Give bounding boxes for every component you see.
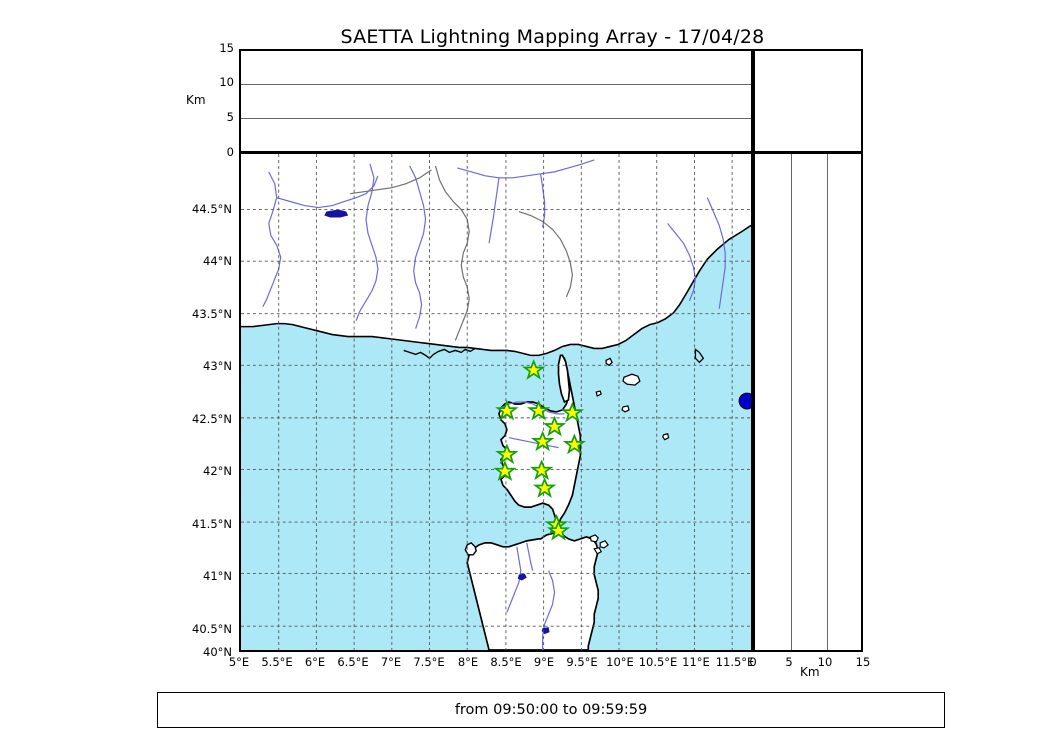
tick-lon-7: 7°E (380, 655, 402, 669)
axis-label-altitude-right: Km (800, 665, 820, 679)
lma-station-marker (495, 399, 519, 421)
landmass-capraia (605, 357, 613, 367)
landmass-sardinia (466, 532, 600, 650)
tick-lat-41: 41°N (203, 569, 232, 583)
tick-right-km-10: 10 (817, 655, 833, 669)
tick-altitude-5: 5 (226, 110, 234, 124)
lightning-source-marker (738, 392, 751, 410)
tick-lon-8-5: 8.5°E (490, 655, 522, 669)
lma-station-markers (493, 359, 587, 541)
border-france-switzerland (350, 169, 432, 195)
river-po-tributary-a (488, 177, 500, 244)
tick-lon-10-5: 10.5°E (638, 655, 678, 669)
river-arno (667, 223, 697, 302)
river-var (409, 165, 427, 329)
landmass-elba (622, 373, 641, 386)
river-sardinia-flumendosa (542, 570, 556, 650)
coastline-sardinia-northwest (464, 542, 477, 556)
lma-station-marker (526, 399, 551, 421)
tick-lon-5-5: 5.5°E (261, 655, 293, 669)
lake-omodeo (517, 573, 527, 581)
river-po (457, 159, 595, 179)
tick-lat-44-5: 44.5°N (192, 202, 232, 216)
river-durance (276, 175, 379, 209)
tick-lon-11: 11°E (682, 655, 710, 669)
tick-lon-10: 10°E (606, 655, 634, 669)
panel-map[interactable] (239, 152, 753, 652)
tick-lat-40: 40°N (203, 645, 232, 659)
river-saone-branch (355, 163, 379, 321)
lma-station-marker (522, 359, 546, 380)
coastline-continental-europe (241, 224, 751, 357)
tick-lon-7-5: 7.5°E (413, 655, 445, 669)
gridline-altitude-10 (241, 84, 751, 85)
gridline-km-5 (791, 154, 792, 650)
status-bar: from 09:50:00 to 09:59:59 (157, 692, 945, 728)
lma-station-marker (546, 519, 571, 541)
rivers-layer (262, 159, 726, 650)
gridline-altitude-5 (241, 118, 751, 119)
lma-station-marker (529, 459, 554, 481)
tick-altitude-0: 0 (226, 145, 234, 159)
tick-lon-6: 6°E (304, 655, 326, 669)
lightning-source-markers (738, 392, 751, 410)
tick-lat-40-5: 40.5°N (192, 622, 232, 636)
panel-altitude-vs-longitude[interactable] (239, 49, 753, 153)
landmass-giglio (662, 433, 670, 441)
river-sardinia-coghinas (526, 542, 534, 571)
river-tiber-north (706, 197, 726, 309)
river-corsica-tavignano (508, 437, 559, 449)
lma-station-marker (493, 460, 517, 482)
tick-lat-44: 44°N (203, 254, 232, 268)
lma-station-marker (532, 477, 557, 498)
tick-lon-5: 5°E (228, 655, 250, 669)
tick-altitude-15: 15 (219, 41, 234, 55)
tick-altitude-10: 10 (219, 75, 234, 89)
tick-right-km-0: 0 (749, 655, 757, 669)
time-range-text: from 09:50:00 to 09:59:59 (454, 702, 648, 718)
panel-latitude-vs-altitude[interactable] (753, 152, 863, 652)
tick-lat-42: 42°N (203, 464, 232, 478)
tick-lon-9: 9°E (533, 655, 555, 669)
border-france-italy (434, 165, 470, 341)
landmass-maddalena-islets (589, 534, 609, 555)
landmass-montecristo (621, 405, 630, 413)
tick-lon-11-5: 11.5°E (715, 655, 755, 669)
panel-corner[interactable] (753, 49, 863, 153)
lma-station-marker (542, 415, 567, 437)
river-sardinia-tirso (506, 546, 522, 613)
tick-lat-43: 43°N (203, 359, 232, 373)
tick-lon-6-5: 6.5°E (337, 655, 369, 669)
tick-lat-43-5: 43.5°N (192, 307, 232, 321)
lma-station-marker (495, 443, 519, 465)
tick-lat-41-5: 41.5°N (192, 517, 232, 531)
map-graphic (241, 154, 751, 650)
tick-lon-8: 8°E (457, 655, 479, 669)
lake-geneva (324, 209, 349, 218)
landmass-pianosa (595, 390, 602, 397)
page-title: SAETTA Lightning Mapping Array - 17/04/2… (340, 26, 765, 48)
lma-station-marker (562, 433, 587, 455)
lma-station-marker (530, 430, 555, 452)
tick-lat-42-5: 42.5°N (192, 412, 232, 426)
map-gridlines (241, 154, 751, 650)
river-corsica-golo (500, 401, 565, 415)
tick-lon-9-5: 9.5°E (566, 655, 598, 669)
landmass-cap-corse (557, 354, 571, 404)
tick-right-km-15: 15 (855, 655, 871, 669)
borders-layer (350, 165, 574, 341)
coastline-detail-riviera (403, 347, 476, 360)
gridline-km-10 (827, 154, 828, 650)
lma-station-marker (560, 401, 585, 423)
tick-right-km-5: 5 (785, 655, 793, 669)
border-italy-interior (518, 210, 574, 298)
axis-label-altitude-left: Km (186, 93, 206, 107)
coastline-detail-tuscany (694, 348, 705, 364)
